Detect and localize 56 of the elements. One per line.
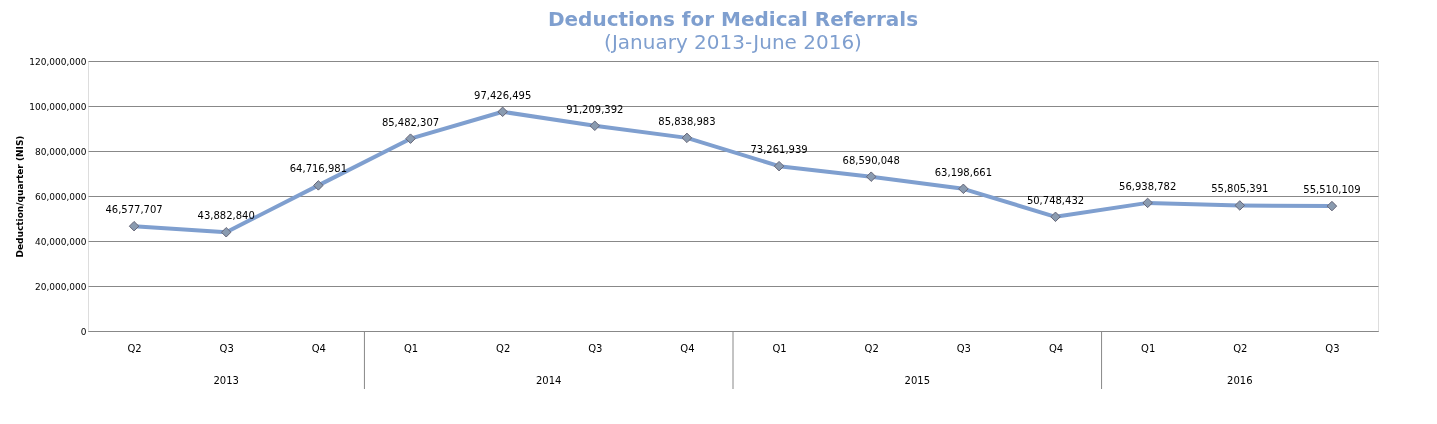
y-tick-label: 20,000,000 <box>34 281 87 292</box>
x-tick-label: Q3 <box>956 342 971 354</box>
x-tick-label: Q2 <box>1233 342 1248 354</box>
x-tick-label: Q1 <box>403 342 419 354</box>
y-tick-label: 80,000,000 <box>34 146 87 157</box>
x-tick-label: Q3 <box>1325 342 1340 354</box>
y-axis-title: Deduction/quarter (NIS) <box>15 135 26 258</box>
point <box>313 180 324 191</box>
y-tick-label: 40,000,000 <box>34 236 87 247</box>
point <box>1050 211 1061 223</box>
point <box>497 106 508 118</box>
data-label: 55,510,109 <box>1303 184 1361 196</box>
data-label: 85,838,983 <box>658 115 716 127</box>
x-tick-label: Q1 <box>772 342 787 354</box>
data-label: 97,426,495 <box>474 89 532 101</box>
data-label: 56,938,782 <box>1119 180 1177 192</box>
point <box>681 132 693 144</box>
point <box>128 220 140 232</box>
text: 2016 <box>1227 375 1253 386</box>
text: 2015 <box>904 375 931 386</box>
point <box>405 133 416 144</box>
data-label: 46,577,707 <box>105 204 163 216</box>
text: 2013 <box>213 375 239 386</box>
point <box>589 120 601 132</box>
point <box>865 171 877 182</box>
x-tick-label: Q4 <box>311 342 326 354</box>
x-tick-label: Q3 <box>588 342 603 354</box>
data-label: 50,748,432 <box>1026 194 1085 206</box>
x-tick-label: Q2 <box>127 342 142 354</box>
chart-title: Deductions for Medical Referrals <box>547 7 919 31</box>
data-label: 91,209,392 <box>566 103 624 115</box>
y-tick-label: 0 <box>80 326 87 337</box>
data-label: 55,805,391 <box>1211 183 1269 195</box>
x-tick-label: Q4 <box>680 342 695 354</box>
data-label: 43,882,840 <box>197 210 255 222</box>
data-label: 68,590,048 <box>842 154 900 166</box>
point <box>773 160 785 172</box>
point <box>220 227 232 238</box>
x-tick-label: Q1 <box>1141 342 1156 354</box>
x-tick-label: Q2 <box>864 342 879 354</box>
point <box>1234 200 1246 211</box>
y-tick-label: 120,000,000 <box>29 56 87 67</box>
y-tick-label: 60,000,000 <box>34 191 87 202</box>
point <box>1142 197 1153 209</box>
point <box>1326 200 1338 212</box>
data-label: 63,198,661 <box>934 166 992 178</box>
x-tick-label: Q4 <box>1048 342 1064 354</box>
x-tick-label: Q3 <box>219 342 234 354</box>
y-tick-label: 100,000,000 <box>29 101 87 112</box>
text: 2014 <box>535 375 562 386</box>
data-label: 64,716,981 <box>289 163 347 175</box>
x-tick-label: Q2 <box>496 342 511 354</box>
chart-subtitle: (January 2013-June 2016) <box>604 30 862 54</box>
point <box>958 183 969 195</box>
data-label: 85,482,307 <box>381 116 440 128</box>
data-label: 73,261,939 <box>750 144 808 156</box>
